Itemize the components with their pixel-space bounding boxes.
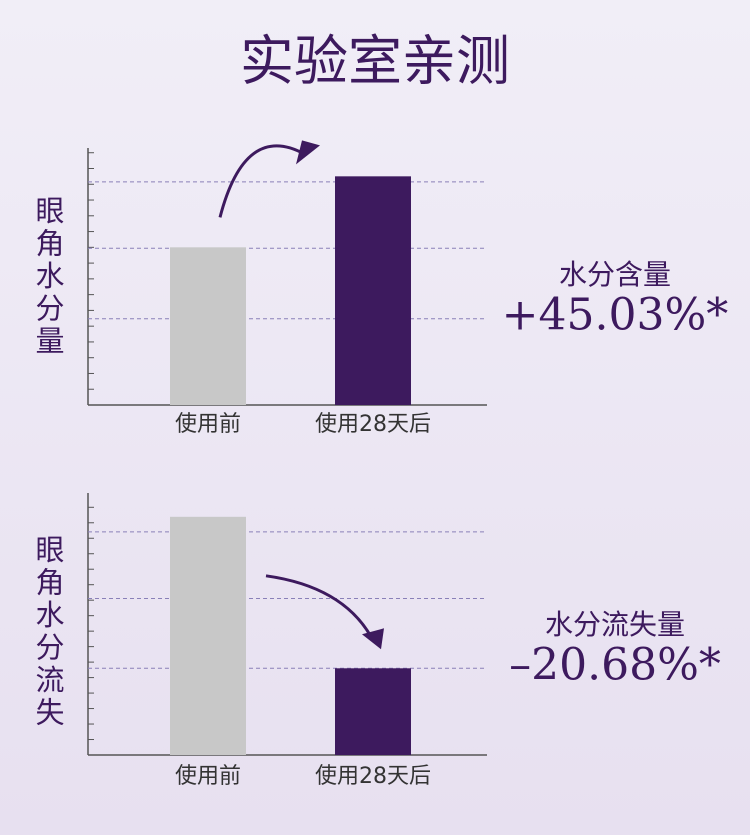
annotation-value: –20.68%* — [509, 640, 721, 691]
y-axis-label: 眼角水分流失 — [35, 533, 64, 730]
annotation-label: 水分含量 — [559, 258, 671, 291]
arrow-head — [362, 628, 384, 650]
x-tick-label: 使用28天后 — [315, 412, 431, 437]
annotation-label: 水分流失量 — [545, 608, 685, 641]
x-tick-label: 使用28天后 — [315, 764, 431, 789]
bar — [170, 516, 246, 755]
bar — [335, 668, 411, 755]
arrow — [218, 144, 306, 218]
arrow-head — [296, 140, 320, 165]
y-axis-label: 眼角水分量 — [35, 194, 64, 358]
x-tick-label: 使用前 — [175, 764, 241, 789]
x-tick-label: 使用前 — [175, 412, 241, 437]
bar — [170, 247, 246, 405]
annotation-value: +45.03%* — [502, 290, 729, 341]
title: 实验室亲测 — [240, 30, 510, 93]
bar — [335, 176, 411, 405]
arrow — [265, 574, 375, 641]
